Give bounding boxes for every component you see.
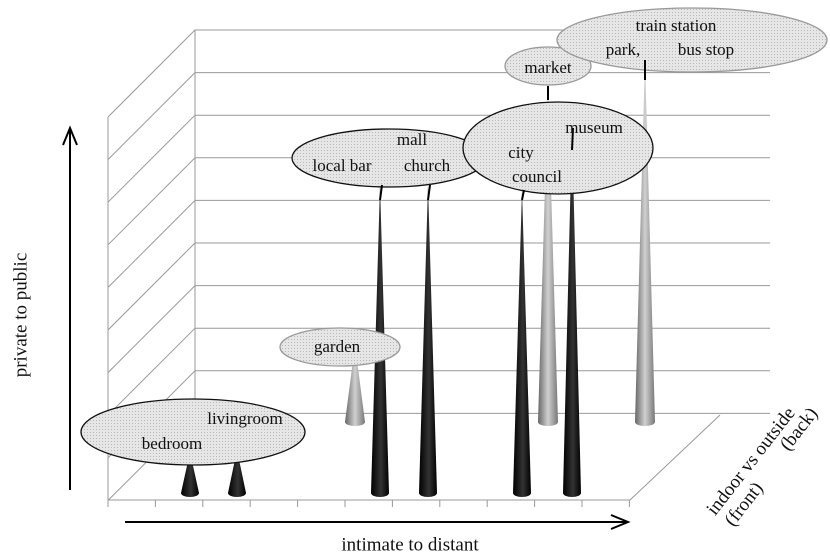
cone [538,85,558,426]
place-label: local bar [313,156,372,175]
place-label: market [524,58,571,77]
cone [228,450,246,497]
y-axis-label: private to public [10,253,31,378]
group-ellipse [504,46,592,86]
y-arrow [62,125,78,490]
place-label: city [508,143,534,162]
place-label: train station [636,16,717,35]
grid-line [107,199,770,288]
grid-line [107,242,770,331]
cone [635,60,655,426]
cone [181,452,199,497]
place-label: bedroom [142,434,202,453]
x-arrow [125,514,631,530]
cone [513,190,531,497]
place-label: museum [565,118,623,137]
floor [108,414,721,501]
cone [419,185,437,497]
place-label: bus stop [678,40,734,59]
group-ellipse [462,101,654,195]
x-axis-label: intimate to distant [341,534,479,555]
place-label: council [512,167,562,186]
place-label: church [404,156,451,175]
group-ellipse [279,327,401,367]
grid-line [107,285,770,373]
cone-tip [379,60,646,201]
place-label: garden [314,337,361,356]
place-label: livingroom [207,409,283,428]
cone [563,128,581,497]
place-label: park, [606,40,640,59]
group-ellipse [556,7,828,73]
cone [345,345,365,426]
group-ellipse [80,398,306,466]
place-label: mall [397,130,427,149]
